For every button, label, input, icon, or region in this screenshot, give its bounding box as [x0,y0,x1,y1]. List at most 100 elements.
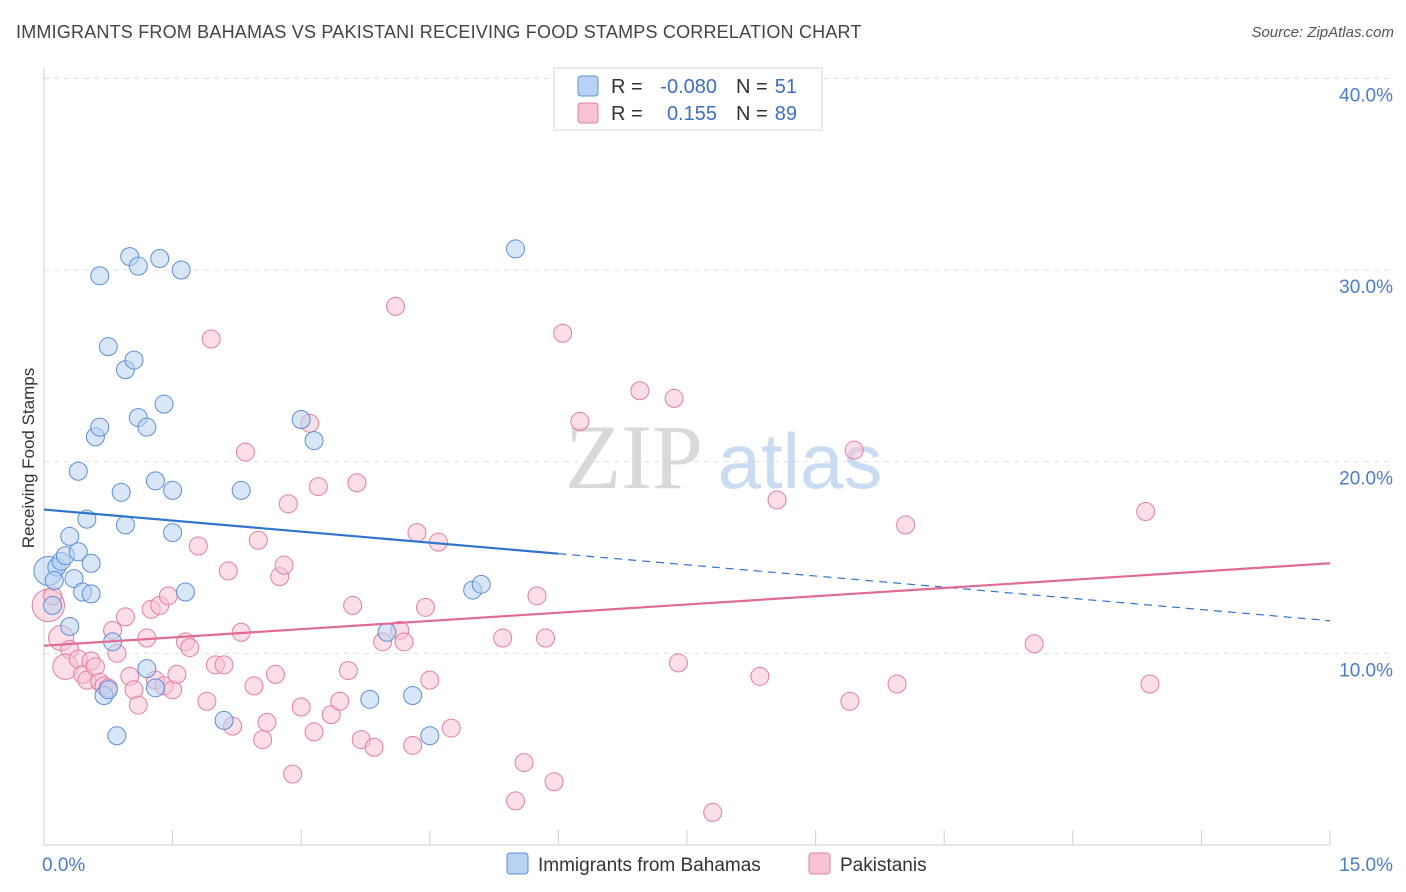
chart-source: Source: ZipAtlas.com [1251,24,1394,41]
pakistanis-point-83 [844,440,864,460]
pakistanis-point-63 [407,523,427,543]
pakistanis-point-72 [536,628,556,648]
bahamas-point-37 [137,659,157,679]
bahamas-point-15 [90,417,110,437]
pakistanis-point-30 [197,691,217,711]
bottom-legend-label-bahamas: Immigrants from Bahamas [538,855,761,876]
pakistanis-point-29 [188,536,208,556]
bahamas-point-42 [304,431,324,451]
pakistanis-point-86 [1024,634,1044,654]
bahamas-point-17 [98,680,118,700]
legend-n-value-2: 89 [775,103,797,125]
pakistanis-point-78 [668,653,688,673]
pakistanis-point-50 [308,477,328,497]
bahamas-point-6 [60,526,80,546]
legend-frame [553,67,823,131]
bahamas-point-22 [115,515,135,535]
bottom-legend-swatch-bahamas [506,852,529,875]
pakistanis-point-81 [767,490,787,510]
pakistanis-point-80 [750,666,770,686]
legend-swatch-pink [577,102,599,124]
x-axis-ticks [172,830,1331,845]
pakistanis-point-71 [527,586,547,606]
pakistanis-point-52 [330,691,350,711]
bahamas-point-29 [171,260,191,280]
bahamas-point-41 [291,410,311,429]
pakistanis-point-46 [283,764,303,784]
bahamas-point-39 [214,710,234,730]
pakistanis-point-15 [115,607,135,627]
bahamas-point-38 [145,678,165,698]
pakistanis-point-77 [664,388,684,408]
bottom-legend-swatch-pakistanis [808,852,831,875]
pakistanis-point-87 [1136,502,1156,521]
pakistanis-point-33 [214,655,234,675]
series-pakistanis-points [31,296,1160,822]
pakistanis-point-45 [278,494,298,514]
x-tick-label-0: 0.0% [42,855,85,876]
bahamas-point-32 [154,394,174,414]
legend-n-value-1: 51 [775,76,797,98]
pakistanis-point-64 [416,597,436,617]
bahamas-point-12 [60,617,80,636]
trend-lines [43,508,1331,647]
legend-n-label-2: N = [736,103,768,125]
pakistanis-point-47 [291,697,311,717]
pakistanis-point-42 [265,664,285,684]
bahamas-trend-line [43,508,559,555]
bottom-legend: Immigrants from Bahamas Pakistanis [506,852,927,876]
legend-swatch-blue [577,75,599,97]
pakistanis-point-31 [201,329,221,349]
pakistanis-point-79 [703,802,723,822]
bahamas-point-50 [81,584,101,604]
pakistanis-point-62 [403,735,423,755]
bahamas-point-40 [231,480,251,500]
bahamas-point-21 [111,482,131,502]
pakistanis-point-59 [386,296,406,316]
x-tick-label-1: 15.0% [1339,855,1393,876]
y-tick-label-0: 10.0% [1339,660,1393,681]
y-tick-label-3: 40.0% [1339,85,1393,106]
bahamas-point-27 [128,256,148,276]
bahamas-point-25 [90,266,110,286]
pakistanis-point-24 [158,586,178,606]
pakistanis-point-73 [544,772,564,792]
bahamas-point-34 [163,480,183,500]
y-axis-label: Receiving Food Stamps [19,368,38,548]
legend-n-label-1: N = [736,76,768,98]
pakistanis-point-74 [553,323,573,343]
pakistanis-point-37 [235,442,255,462]
pakistanis-point-28 [180,638,200,658]
bahamas-point-11 [81,553,101,573]
pakistanis-point-49 [304,722,324,742]
legend-box: R = -0.080 N = 51 R = 0.155 N = 89 [553,67,823,131]
bahamas-point-46 [420,726,440,746]
bahamas-point-3 [44,571,64,590]
bahamas-point-48 [471,574,491,594]
pakistanis-point-68 [493,628,513,648]
watermark: ZIP atlas [565,406,882,508]
pakistanis-point-51 [321,705,341,725]
bahamas-trend-extension [558,553,1331,622]
pakistanis-point-53 [338,661,358,681]
series-bahamas-points [33,239,526,746]
pakistanis-point-57 [364,737,384,757]
bahamas-point-8 [68,542,88,562]
pakistanis-point-65 [420,670,440,690]
bahamas-point-36 [175,582,195,602]
pakistanis-point-34 [218,561,238,581]
pakistanis-point-26 [167,664,187,684]
bahamas-point-23 [124,350,144,370]
watermark-atlas: atlas [718,417,883,505]
legend-r-label-2: R = [611,103,643,125]
legend-r-label-1: R = [611,76,643,98]
bahamas-point-33 [145,471,165,491]
pakistanis-point-61 [394,632,414,652]
pakistanis-point-70 [514,753,534,773]
pakistanis-point-40 [253,730,273,750]
legend-r-value-1: -0.080 [660,76,717,98]
bahamas-point-49 [506,239,526,259]
bahamas-point-19 [107,726,127,746]
bahamas-point-24 [98,337,118,357]
